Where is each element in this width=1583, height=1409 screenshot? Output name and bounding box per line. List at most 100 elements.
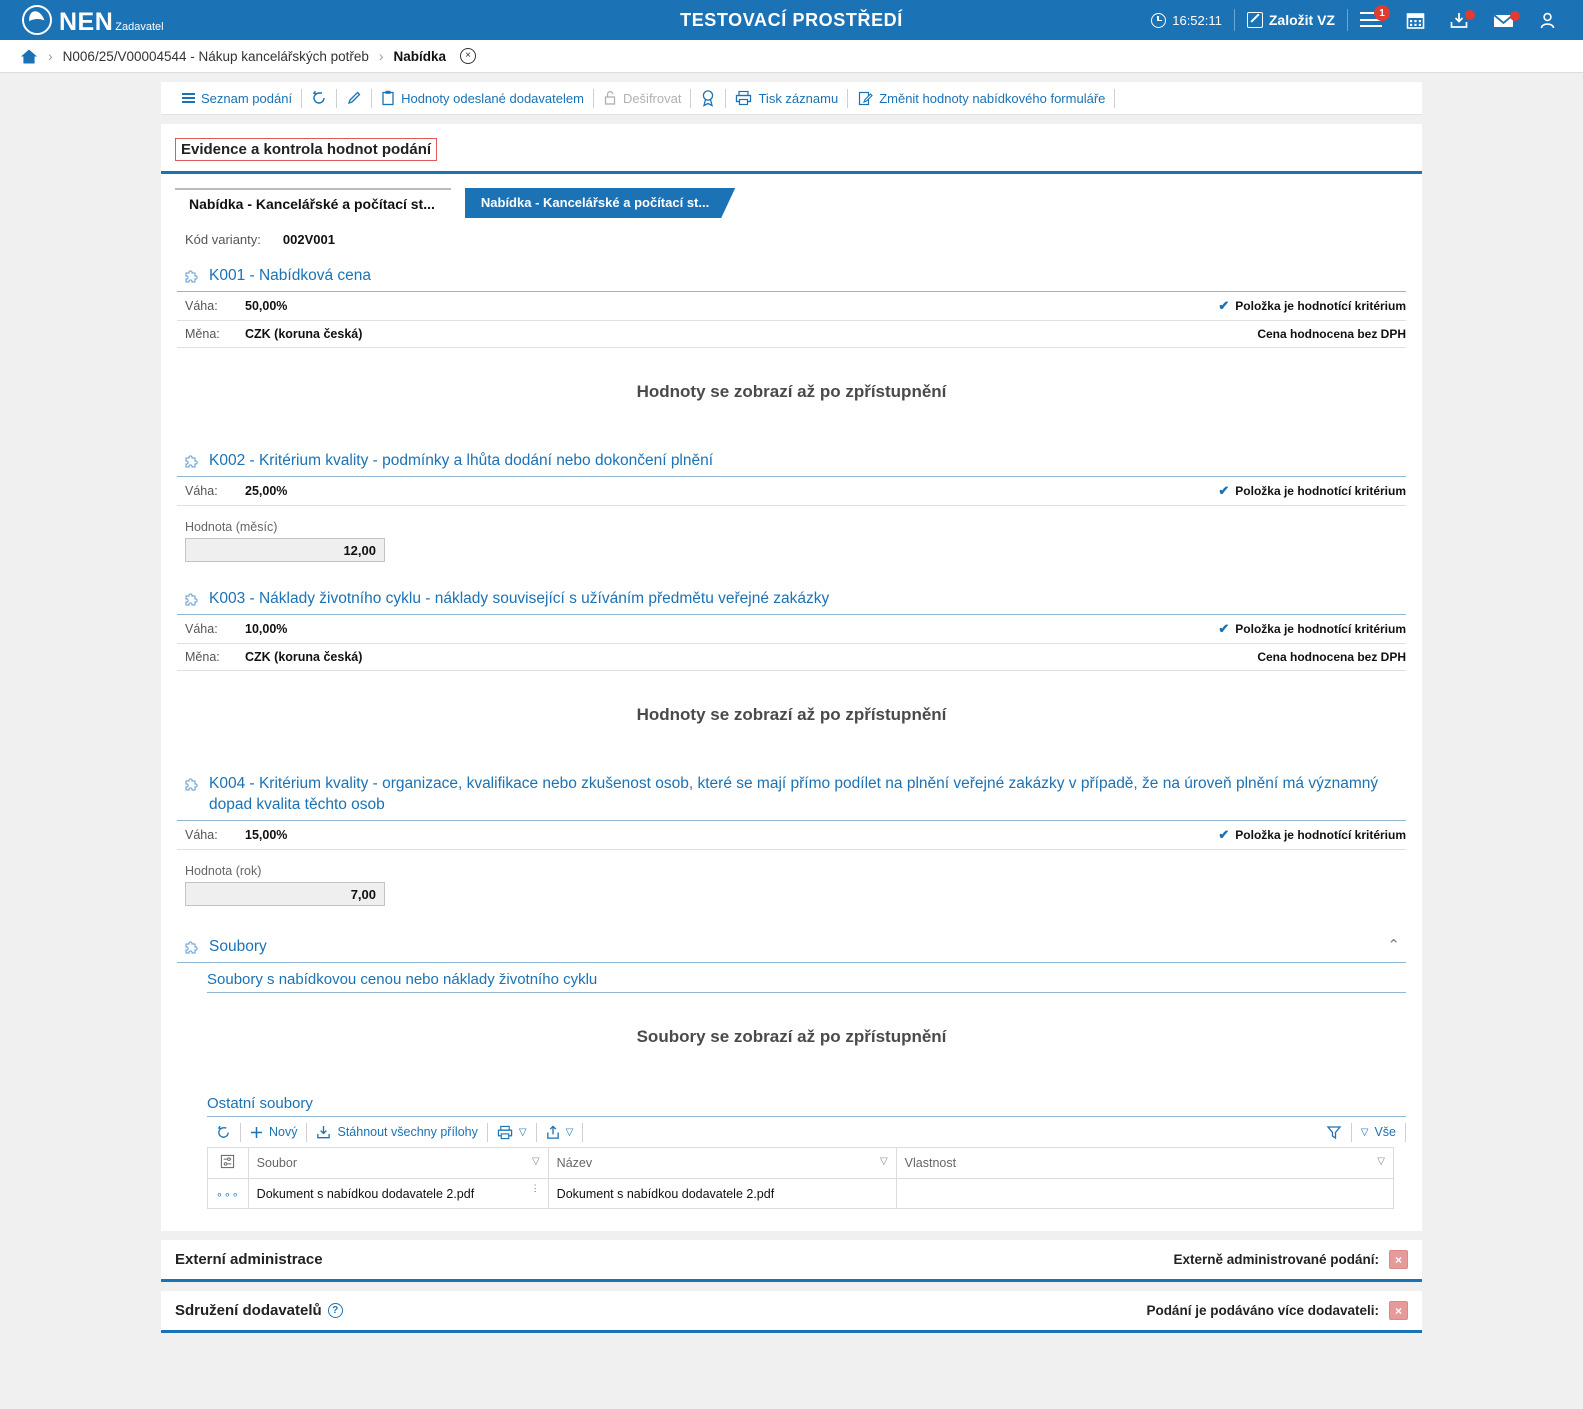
breadcrumb-item-project[interactable]: N006/25/V00004544 - Nákup kancelářských … [62,48,369,64]
criterion-title[interactable]: K003 - Náklady životního cyklu - náklady… [209,590,830,607]
divider [207,992,1406,993]
chevron-down-icon[interactable]: ▽ [565,1126,574,1138]
tab-nabidka-active[interactable]: Nabídka - Kancelářské a počítací st... [465,188,735,218]
divider [177,320,1406,321]
create-vz-button[interactable]: Založit VZ [1235,12,1347,28]
currency-label: Měna: [185,327,220,341]
cell-nazev: Dokument s nabídkou dodavatele 2.pdf [547,1178,897,1209]
criterion-title[interactable]: K004 - Kritérium kvality - organizace, k… [209,775,1379,813]
sort-caret-icon[interactable]: ▽ [879,1156,888,1167]
mail-icon [1493,13,1514,27]
column-settings-header[interactable] [207,1147,249,1179]
edit-document-icon [1246,12,1263,28]
mail-button[interactable] [1481,10,1526,29]
files-print-button[interactable]: ▽ [488,1125,536,1140]
puzzle-icon [185,270,198,283]
home-icon[interactable] [20,48,38,65]
divider [177,476,1406,477]
inbox-download-icon [1450,12,1468,28]
action-toolbar: Seznam podání Hodnoty odeslané dodavatel… [161,82,1422,115]
help-icon[interactable]: ? [327,1303,343,1318]
toolbar-label: Změnit hodnoty nabídkového formuláře [879,90,1106,106]
toolbar-seal-button[interactable] [691,89,725,107]
close-icon[interactable]: × [460,48,477,64]
criterion-k004: K004 - Kritérium kvality - organizace, k… [177,755,1406,914]
locked-files-message: Soubory se zobrazí až po zpřístupnění [636,1027,947,1046]
breadcrumb-separator: › [378,48,384,64]
column-header-vlastnost[interactable]: Vlastnost ▽ [895,1147,1395,1179]
main-content-panel: Evidence a kontrola hodnot podání Nabídk… [161,124,1422,1231]
breadcrumb-separator: › [48,48,53,64]
toolbar-seznam-podani-button[interactable]: Seznam podání [173,91,301,106]
cell-menu-icon[interactable]: ⋮ [530,1182,540,1193]
check-icon: ✔ [1218,483,1230,498]
toolbar-label: Hodnoty odeslané dodavatelem [401,90,584,106]
toolbar-edit-button[interactable] [337,90,371,106]
multiple-suppliers-checkbox[interactable]: × [1389,1301,1408,1320]
files-export-button[interactable]: ▽ [537,1124,583,1140]
locked-values-message: Hodnoty se zobrazí až po zpřístupnění [636,705,947,724]
export-icon [546,1124,559,1139]
divider [1347,9,1348,31]
puzzle-icon [185,593,198,606]
files-section-title[interactable]: Soubory [209,938,267,955]
notifications-menu-button[interactable]: 1 [1348,5,1394,28]
divider [1233,9,1235,31]
criterion-currency-row: Měna: CZK (koruna česká) Cena hodnocena … [177,644,1406,670]
table-row[interactable]: ∘∘∘ Dokument s nabídkou dodavatele 2.pdf… [207,1178,1395,1209]
nen-logo[interactable]: NEN Zadavatel [0,5,164,35]
toolbar-desifrovat-button[interactable]: Dešifrovat [594,90,691,106]
row-actions-cell[interactable]: ∘∘∘ [207,1178,249,1209]
cell-soubor: Dokument s nabídkou dodavatele 2.pdf ⋮ [247,1178,549,1209]
toolbar-zmenit-hodnoty-button[interactable]: Změnit hodnoty nabídkového formuláře [848,90,1114,106]
toolbar-hodnoty-odeslane-button[interactable]: Hodnoty odeslané dodavatelem [372,90,593,106]
downloads-button[interactable] [1437,9,1481,30]
divider [177,291,1406,292]
price-note: Cena hodnocena bez DPH [1257,650,1406,664]
chevron-up-icon[interactable]: ⌃ [1387,937,1400,954]
files-refresh-button[interactable] [207,1125,240,1140]
files-download-all-button[interactable]: Stáhnout všechny přílohy [307,1125,486,1140]
pencil-icon [348,91,361,105]
divider [301,88,303,108]
toolbar-tisk-zaznamu-button[interactable]: Tisk záznamu [726,90,847,106]
column-header-nazev[interactable]: Název ▽ [547,1147,897,1179]
divider [177,347,1406,348]
criterion-flag-label: Položka je hodnotící kritérium [1235,484,1406,498]
criterion-weight-row: Váha: 50,00% ✔ Položka je hodnotící krit… [177,292,1406,320]
externally-administered-checkbox[interactable]: × [1389,1250,1408,1269]
criterion-title[interactable]: K001 - Nabídková cena [209,267,371,284]
section-right: Podání je podáváno více dodavateli: × [1146,1301,1408,1320]
divider [177,643,1406,644]
chevron-down-icon[interactable]: ▽ [518,1126,527,1138]
calendar-button[interactable] [1394,11,1437,30]
column-header-soubor[interactable]: Soubor ▽ [247,1147,549,1179]
sort-caret-icon[interactable]: ▽ [1377,1156,1385,1167]
section-sdruzeni-dodavatelu[interactable]: Sdružení dodavatelů ? Podání je podáváno… [161,1291,1422,1333]
criterion-title[interactable]: K002 - Kritérium kvality - podmínky a lh… [209,452,714,469]
section-title: Externí administrace [175,1251,323,1268]
section-right: Externě administrované podání: × [1173,1250,1408,1269]
field-label: Hodnota (měsíc) [185,520,278,534]
toolbar-refresh-button[interactable] [302,90,336,106]
file-name: Dokument s nabídkou dodavatele 2.pdf [256,1186,475,1201]
mail-alert-dot [1510,10,1520,21]
divider [177,962,1406,963]
section-externi-administrace[interactable]: Externí administrace Externě administrov… [161,1240,1422,1282]
clock-time: 16:52:11 [1172,12,1222,28]
other-files-title[interactable]: Ostatní soubory [207,1095,313,1112]
files-filter-button[interactable] [1317,1124,1351,1140]
refresh-icon [217,1125,229,1138]
user-account-button[interactable] [1526,11,1569,30]
plus-icon [251,1126,262,1138]
divider [486,1122,488,1142]
divider [592,88,594,108]
row-menu-icon[interactable]: ∘∘∘ [216,1188,240,1201]
sort-caret-icon[interactable]: ▽ [531,1156,540,1167]
value-input[interactable]: 12,00 [185,538,385,562]
files-view-all-button[interactable]: ▽ Vše [1352,1125,1405,1139]
value-input[interactable]: 7,00 [185,882,385,906]
price-files-title[interactable]: Soubory s nabídkovou cenou nebo náklady … [207,971,598,988]
tab-nabidka-inactive[interactable]: Nabídka - Kancelářské a počítací st... [175,188,451,218]
files-new-button[interactable]: Nový [241,1125,306,1139]
